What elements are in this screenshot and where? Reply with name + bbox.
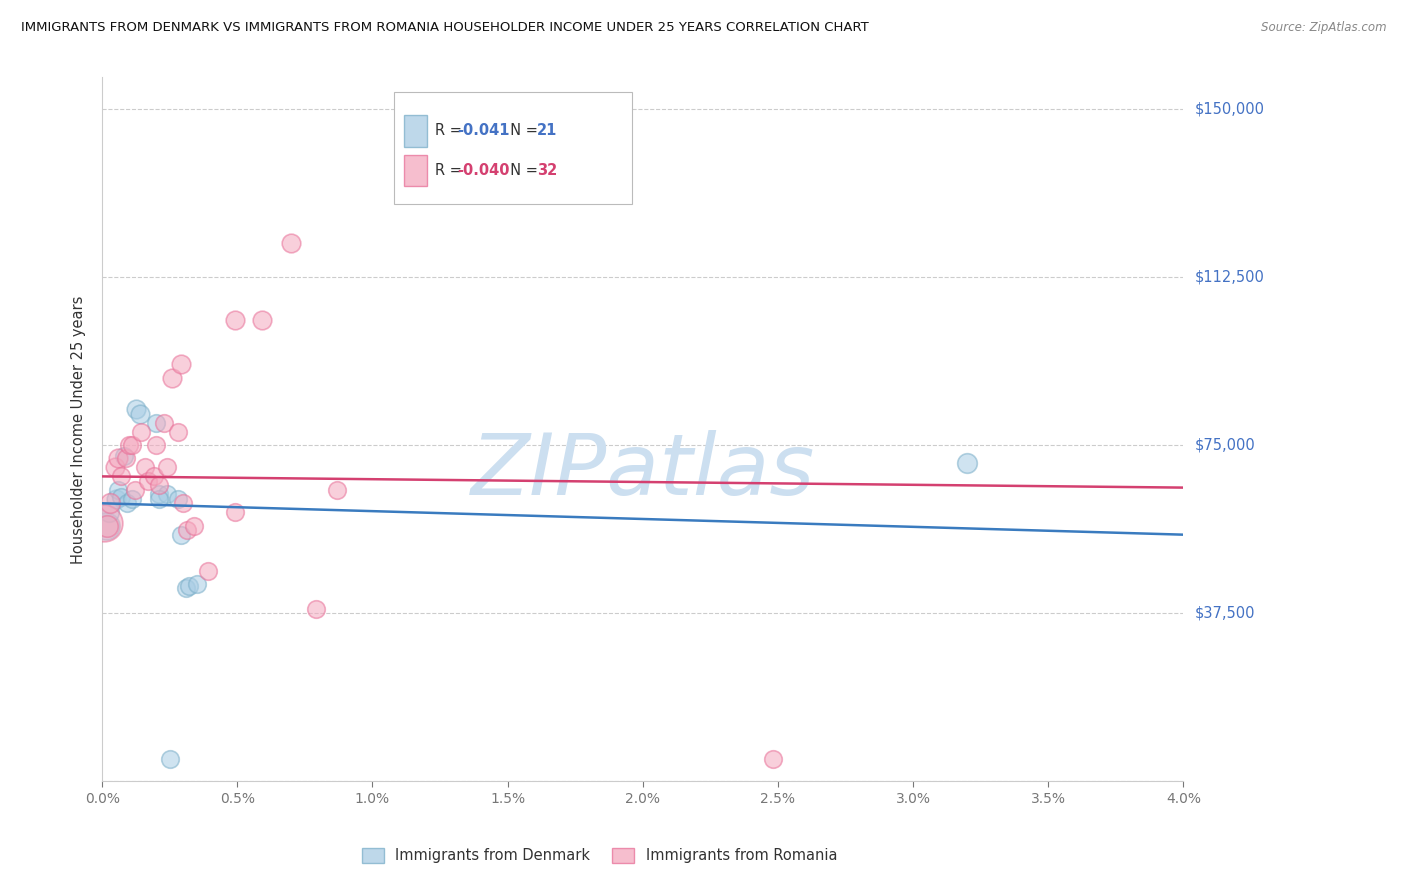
- Point: [250, 312, 273, 326]
- Point: [115, 451, 138, 466]
- Text: $150,000: $150,000: [1195, 102, 1264, 116]
- Point: [129, 407, 152, 421]
- Point: [115, 496, 138, 510]
- Text: $112,500: $112,500: [1195, 269, 1264, 285]
- Point: [145, 416, 167, 430]
- Point: [148, 478, 170, 492]
- Text: N =: N =: [501, 123, 543, 138]
- Point: [142, 469, 165, 483]
- Point: [131, 425, 153, 439]
- Text: -0.040: -0.040: [457, 163, 509, 178]
- Text: Source: ZipAtlas.com: Source: ZipAtlas.com: [1261, 21, 1386, 35]
- Point: [96, 518, 118, 533]
- Point: [124, 483, 146, 497]
- Point: [186, 577, 208, 591]
- Point: [156, 460, 179, 475]
- Text: $75,000: $75,000: [1195, 437, 1256, 452]
- Text: 21: 21: [537, 123, 557, 138]
- Text: IMMIGRANTS FROM DENMARK VS IMMIGRANTS FROM ROMANIA HOUSEHOLDER INCOME UNDER 25 Y: IMMIGRANTS FROM DENMARK VS IMMIGRANTS FR…: [21, 21, 869, 35]
- Point: [956, 456, 979, 470]
- Point: [93, 516, 115, 531]
- Point: [177, 579, 200, 593]
- Text: R =: R =: [434, 163, 465, 178]
- Point: [110, 469, 132, 483]
- Point: [121, 491, 143, 506]
- Text: N =: N =: [501, 163, 543, 178]
- Point: [174, 582, 197, 596]
- Point: [224, 312, 246, 326]
- Point: [169, 527, 191, 541]
- Point: [167, 491, 190, 506]
- Point: [162, 371, 184, 385]
- Point: [110, 490, 132, 504]
- Point: [172, 496, 194, 510]
- Text: R =: R =: [434, 123, 465, 138]
- Point: [156, 487, 179, 501]
- Legend: Immigrants from Denmark, Immigrants from Romania: Immigrants from Denmark, Immigrants from…: [356, 842, 844, 869]
- Point: [153, 416, 176, 430]
- Point: [183, 518, 205, 533]
- Point: [134, 460, 156, 475]
- Point: [224, 505, 246, 519]
- Point: [121, 438, 143, 452]
- Point: [107, 483, 129, 497]
- Text: $37,500: $37,500: [1195, 606, 1256, 621]
- Point: [159, 752, 181, 766]
- Text: 32: 32: [537, 163, 557, 178]
- Point: [104, 460, 127, 475]
- Point: [96, 518, 118, 533]
- Point: [118, 438, 141, 452]
- Point: [145, 438, 167, 452]
- Point: [104, 491, 127, 506]
- Point: [107, 451, 129, 466]
- Text: ZIPatlas: ZIPatlas: [471, 430, 815, 513]
- Point: [280, 236, 302, 251]
- Point: [176, 523, 198, 537]
- Point: [98, 505, 121, 519]
- Point: [326, 483, 349, 497]
- Point: [197, 564, 219, 578]
- Point: [136, 474, 159, 488]
- Point: [148, 491, 170, 506]
- Point: [148, 487, 170, 501]
- Point: [112, 449, 135, 463]
- Point: [305, 601, 328, 615]
- Text: -0.041: -0.041: [457, 123, 509, 138]
- Point: [761, 752, 783, 766]
- Point: [125, 402, 148, 417]
- Point: [167, 425, 190, 439]
- Point: [98, 496, 121, 510]
- Y-axis label: Householder Income Under 25 years: Householder Income Under 25 years: [72, 295, 86, 564]
- Point: [169, 357, 191, 371]
